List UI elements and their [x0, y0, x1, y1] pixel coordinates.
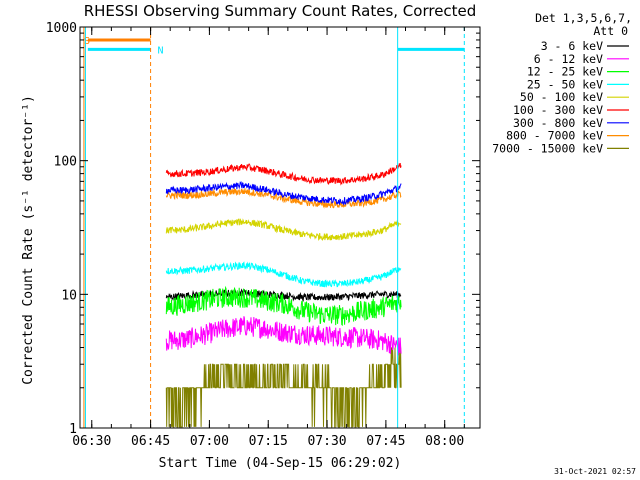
legend-label: 300 - 800 keV — [513, 116, 603, 130]
legend-label: 800 - 7000 keV — [506, 129, 603, 143]
x-tick-label: 07:00 — [190, 434, 229, 449]
series-line — [165, 162, 402, 186]
legend-label: 25 - 50 keV — [527, 77, 603, 91]
y-axis-label: Corrected Count Rate (s⁻¹ detector⁻¹) — [21, 95, 36, 385]
x-tick-label: 07:30 — [307, 434, 346, 449]
y-tick-label: 1 — [69, 422, 77, 437]
x-tick-label: 06:30 — [72, 434, 111, 449]
series-line — [165, 261, 402, 288]
plot-area: S N 1 10 100 1000 06:30 06:45 07:00 07:15 07:30 07:… — [46, 21, 481, 449]
chart-title: RHESSI Observing Summary Count Rates, Co… — [84, 2, 477, 20]
legend-label: 50 - 100 keV — [520, 90, 603, 104]
series-line — [165, 180, 402, 207]
legend-label: 7000 - 15000 keV — [492, 141, 603, 155]
annotation-n: N — [158, 45, 164, 56]
y-tick-label: 10 — [61, 288, 77, 303]
legend-label: 3 - 6 keV — [541, 39, 603, 53]
series-line — [165, 316, 402, 356]
x-axis-label: Start Time (04-Sep-15 06:29:02) — [159, 456, 402, 471]
x-tick-label: 07:45 — [366, 434, 405, 449]
timestamp: 31-Oct-2021 02:57 — [554, 467, 636, 476]
legend-label: 100 - 300 keV — [513, 103, 603, 117]
series-line — [165, 218, 402, 241]
legend-header-detectors: Det 1,3,5,6,7, — [535, 11, 632, 25]
series-line — [165, 288, 402, 302]
series-line — [165, 347, 402, 428]
x-tick-label: 08:00 — [425, 434, 464, 449]
y-tick-label: 1000 — [46, 21, 77, 36]
series-line — [165, 285, 402, 327]
legend-header-attenuator: Att 0 — [593, 24, 628, 38]
plot-frame — [79, 26, 481, 429]
legend-label: 12 - 25 keV — [527, 65, 603, 79]
y-tick-label: 100 — [54, 155, 77, 170]
x-tick-label: 06:45 — [131, 434, 170, 449]
annotation-s: S — [84, 36, 90, 47]
legend-label: 6 - 12 keV — [534, 52, 603, 66]
x-tick-label: 07:15 — [249, 434, 288, 449]
